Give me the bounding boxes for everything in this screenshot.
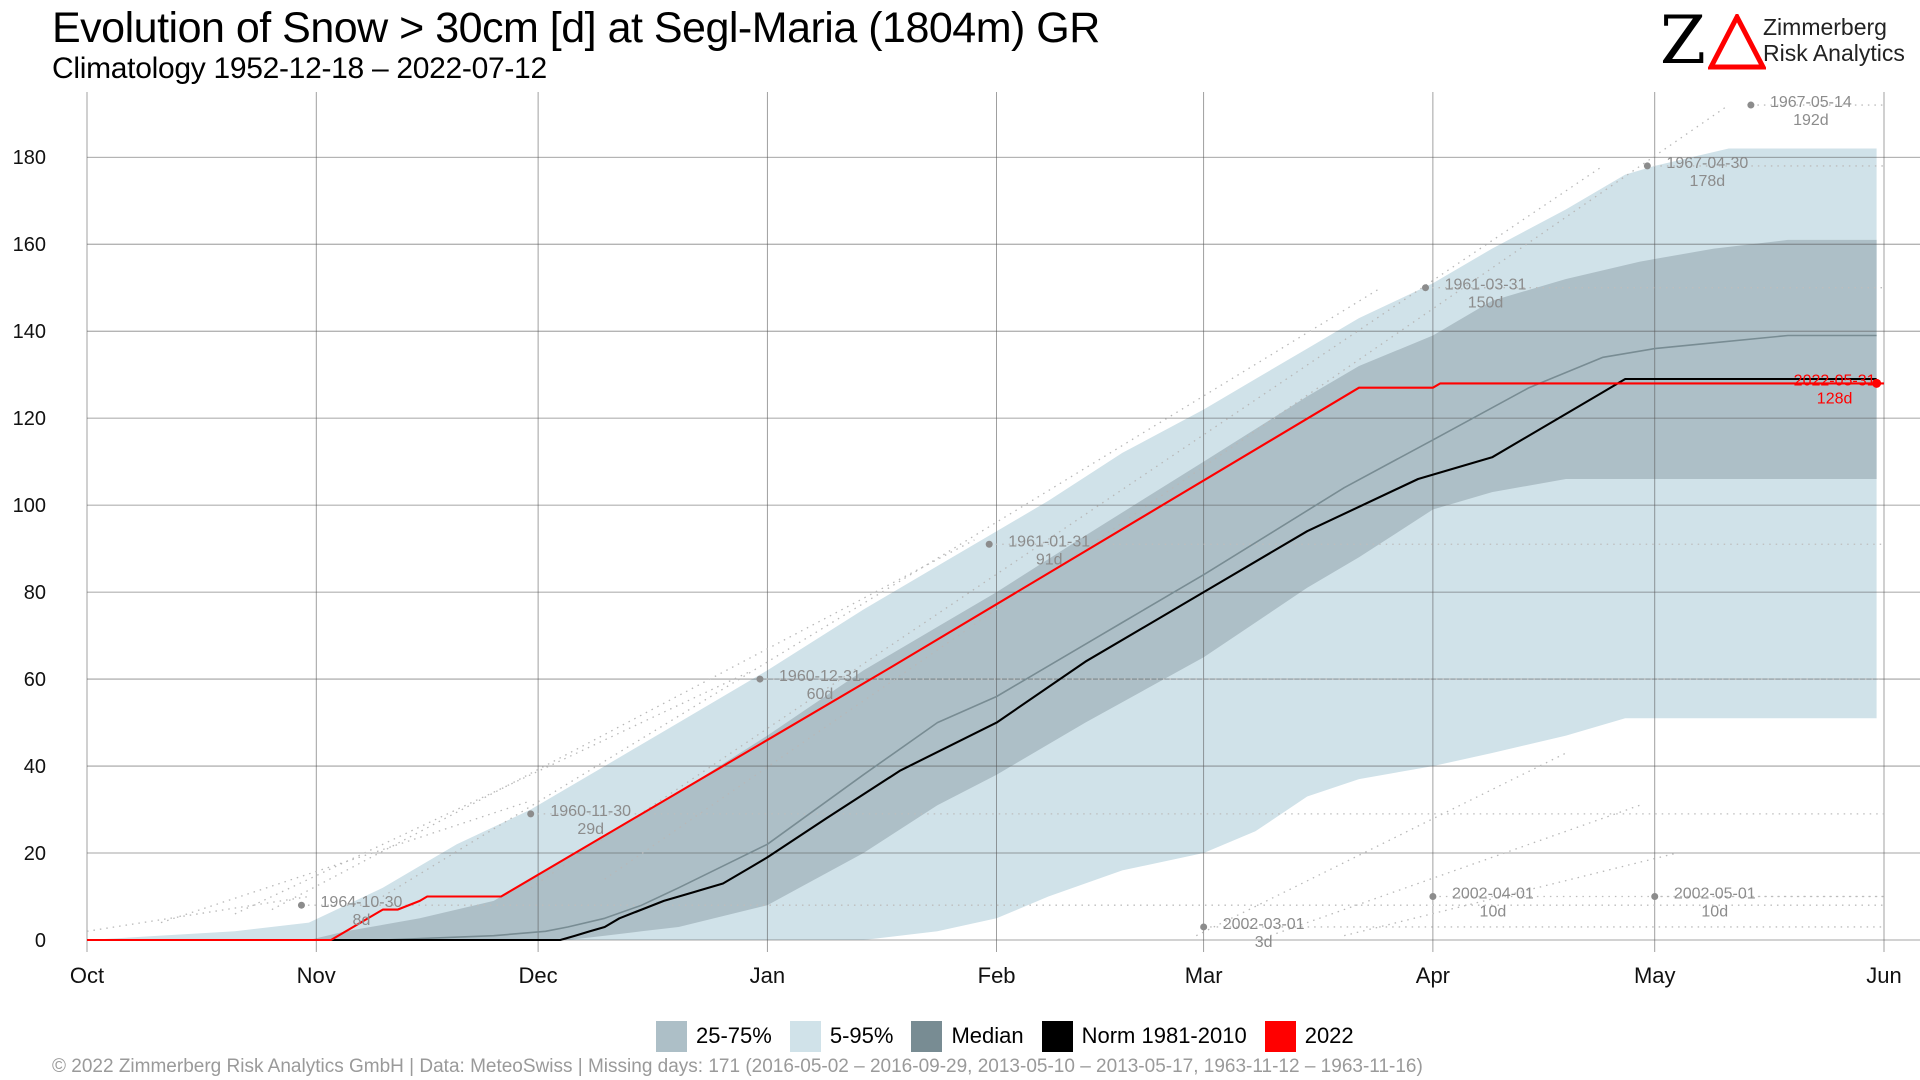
- x-tick-label: Apr: [1416, 963, 1450, 988]
- legend-swatch: [656, 1020, 687, 1052]
- annotation-date: 1961-03-31: [1445, 277, 1527, 294]
- y-tick-label: 100: [13, 495, 46, 517]
- annotation-date: 1964-10-30: [321, 894, 403, 911]
- y-tick-label: 80: [24, 582, 46, 604]
- guide-line: [86, 895, 309, 932]
- legend-item: Median: [911, 1020, 1024, 1052]
- legend-item: 2022: [1264, 1020, 1354, 1052]
- logo-letter: Z: [1660, 2, 1706, 79]
- guide-line: [234, 669, 753, 915]
- record-point: [1422, 284, 1430, 292]
- y-tick-label: 60: [24, 669, 46, 691]
- annotation-date: 2002-03-01: [1223, 916, 1305, 933]
- annotation-value: 91d: [1036, 551, 1063, 568]
- guide-line: [530, 165, 1604, 889]
- y-tick-label: 160: [13, 234, 46, 256]
- annotation-value: 10d: [1701, 904, 1728, 921]
- record-point: [1200, 923, 1208, 931]
- annotation-date: 1961-01-31: [1008, 533, 1090, 550]
- red-triangle-icon: [1708, 14, 1766, 70]
- chart-title: Evolution of Snow > 30cm [d] at Segl-Mar…: [52, 4, 1100, 52]
- annotation-date: 1967-04-30: [1666, 155, 1748, 172]
- annotation-date: 2002-04-01: [1452, 886, 1534, 903]
- y-tick-label: 40: [24, 756, 46, 778]
- logo-name-line2: Risk Analytics: [1763, 40, 1905, 66]
- annotation-date: 2002-05-01: [1674, 886, 1756, 903]
- x-tick-label: Nov: [297, 963, 336, 988]
- record-point: [1429, 893, 1437, 901]
- legend-swatch: [1041, 1020, 1073, 1052]
- annotation-value: 3d: [1255, 934, 1273, 951]
- annotation-value: 8d: [353, 912, 371, 929]
- record-point: [985, 540, 993, 548]
- legend-label: 2022: [1304, 1023, 1354, 1048]
- guide-line: [1269, 804, 1641, 937]
- company-logo: Z Zimmerberg Risk Analytics: [1660, 2, 1910, 79]
- chart-subtitle: Climatology 1952-12-18 – 2022-07-12: [52, 52, 547, 85]
- record-point: [1651, 893, 1659, 901]
- annotation-value: 150d: [1468, 295, 1504, 312]
- logo-name: Zimmerberg Risk Analytics: [1763, 14, 1905, 66]
- legend-item: Norm 1981-2010: [1041, 1020, 1247, 1052]
- record-point: [1747, 101, 1755, 109]
- annotation-value: 10d: [1480, 904, 1507, 921]
- x-tick-label: Dec: [519, 963, 558, 988]
- annotation-value: 178d: [1690, 173, 1726, 190]
- annotation-date: 1960-11-30: [550, 803, 631, 820]
- x-tick-label: Feb: [978, 963, 1016, 988]
- guide-lines-layer: [86, 104, 1884, 937]
- annotation-date: 1960-12-31: [779, 668, 861, 685]
- x-tick-label: May: [1634, 963, 1676, 988]
- x-tick-label: Oct: [70, 963, 104, 988]
- legend-label: 5-95%: [829, 1023, 894, 1048]
- y-tick-label: 120: [13, 408, 46, 430]
- legend-item: 25-75%: [656, 1020, 772, 1052]
- annotation-value: 29d: [577, 821, 604, 838]
- legend-swatch: [1264, 1020, 1296, 1052]
- current-point: [1872, 378, 1882, 388]
- band-25-75: [87, 239, 1877, 940]
- annotation-date: 1967-05-14: [1770, 94, 1852, 111]
- record-point: [1643, 162, 1651, 170]
- series-line-2022: [87, 382, 1884, 942]
- legend-swatch: [911, 1020, 943, 1052]
- x-tick-label: Jan: [750, 963, 785, 988]
- annotation-value: 60d: [807, 686, 834, 703]
- legend-swatch: [789, 1020, 821, 1052]
- annotation-value: 128d: [1817, 390, 1853, 407]
- logo-name-line1: Zimmerberg: [1763, 14, 1887, 40]
- legend-label: 25-75%: [696, 1023, 772, 1048]
- legend-item: 5-95%: [789, 1020, 894, 1052]
- legend: 25-75% 5-95% Median Norm 1981-2010 2022: [656, 1020, 1372, 1052]
- annotation-value: 192d: [1793, 112, 1829, 129]
- y-tick-label: 180: [13, 147, 46, 169]
- series-line-median: [87, 334, 1877, 941]
- y-tick-label: 20: [24, 843, 46, 865]
- guide-line: [271, 539, 975, 911]
- y-tick-label: 0: [35, 930, 46, 952]
- annotation-date: 2022-05-31: [1794, 372, 1876, 389]
- series-line-norm-1981-2010: [87, 377, 1877, 942]
- bands-layer: [87, 148, 1877, 940]
- axis-labels-layer: 0 20 40 60 80 100 120 140 160 180 Oct Nov Dec Jan Feb M…: [13, 147, 1902, 988]
- y-tick-label: 140: [13, 321, 46, 343]
- legend-label: Median: [951, 1023, 1024, 1048]
- legend-label: Norm 1981-2010: [1081, 1023, 1247, 1048]
- x-tick-label: Mar: [1185, 963, 1223, 988]
- record-point: [756, 675, 764, 683]
- series-lines-layer: [87, 334, 1884, 942]
- record-point: [527, 810, 535, 818]
- x-tick-label: Jun: [1866, 963, 1901, 988]
- footer-credits: © 2022 Zimmerberg Risk Analytics GmbH | …: [52, 1056, 1423, 1077]
- record-point: [297, 901, 305, 909]
